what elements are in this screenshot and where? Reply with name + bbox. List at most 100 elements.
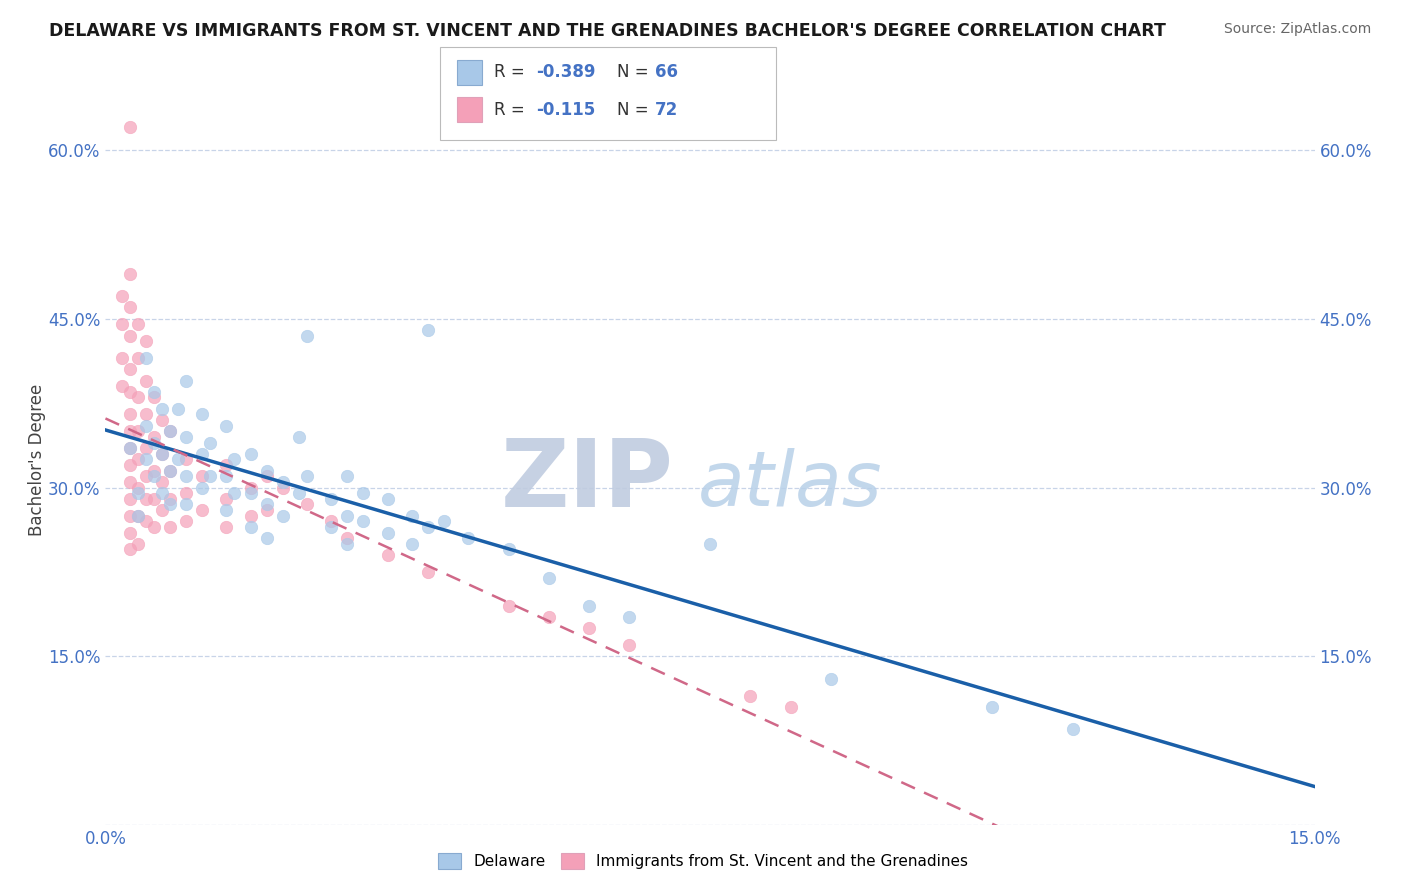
- Point: [142, 391, 165, 405]
- Point: [159, 497, 181, 511]
- Point: [256, 469, 278, 483]
- Point: [150, 401, 173, 416]
- Point: [127, 391, 149, 405]
- Point: [118, 475, 141, 489]
- Point: [118, 328, 141, 343]
- Text: Source: ZipAtlas.com: Source: ZipAtlas.com: [1223, 22, 1371, 37]
- Text: 72: 72: [655, 101, 679, 119]
- Point: [1062, 723, 1084, 737]
- Point: [150, 503, 173, 517]
- Point: [135, 514, 157, 528]
- Point: [224, 486, 246, 500]
- Point: [150, 413, 173, 427]
- Point: [215, 503, 238, 517]
- Point: [416, 323, 439, 337]
- Point: [981, 700, 1004, 714]
- Point: [135, 408, 157, 422]
- Point: [135, 441, 157, 455]
- Point: [401, 537, 423, 551]
- Point: [127, 351, 149, 365]
- Point: [619, 610, 641, 624]
- Point: [699, 537, 721, 551]
- Point: [159, 464, 181, 478]
- Point: [271, 508, 294, 523]
- Point: [159, 424, 181, 438]
- Point: [142, 520, 165, 534]
- Point: [118, 525, 141, 540]
- Point: [110, 289, 132, 303]
- Point: [150, 475, 173, 489]
- Point: [288, 430, 311, 444]
- Point: [142, 491, 165, 506]
- Point: [150, 486, 173, 500]
- Point: [118, 267, 141, 281]
- Point: [288, 486, 311, 500]
- Point: [256, 503, 278, 517]
- Point: [135, 418, 157, 433]
- Point: [239, 481, 262, 495]
- Text: R =: R =: [494, 101, 530, 119]
- Text: R =: R =: [494, 63, 530, 81]
- Point: [142, 435, 165, 450]
- Point: [174, 486, 197, 500]
- Point: [142, 430, 165, 444]
- Point: [336, 469, 359, 483]
- Point: [135, 351, 157, 365]
- Text: N =: N =: [617, 63, 654, 81]
- Point: [215, 469, 238, 483]
- Legend: Delaware, Immigrants from St. Vincent and the Grenadines: Delaware, Immigrants from St. Vincent an…: [432, 847, 974, 875]
- Text: DELAWARE VS IMMIGRANTS FROM ST. VINCENT AND THE GRENADINES BACHELOR'S DEGREE COR: DELAWARE VS IMMIGRANTS FROM ST. VINCENT …: [49, 22, 1166, 40]
- Point: [295, 328, 318, 343]
- Point: [135, 469, 157, 483]
- Point: [174, 469, 197, 483]
- Point: [191, 481, 214, 495]
- Point: [619, 638, 641, 652]
- Y-axis label: Bachelor's Degree: Bachelor's Degree: [28, 384, 46, 535]
- Point: [239, 486, 262, 500]
- Point: [174, 452, 197, 467]
- Point: [142, 464, 165, 478]
- Point: [321, 514, 343, 528]
- Point: [352, 514, 374, 528]
- Point: [578, 621, 600, 635]
- Point: [118, 441, 141, 455]
- Point: [321, 491, 343, 506]
- Point: [336, 531, 359, 545]
- Point: [377, 491, 399, 506]
- Point: [433, 514, 456, 528]
- Point: [118, 362, 141, 376]
- Point: [416, 520, 439, 534]
- Point: [118, 408, 141, 422]
- Point: [537, 570, 560, 584]
- Point: [191, 447, 214, 461]
- Point: [191, 503, 214, 517]
- Point: [159, 520, 181, 534]
- Point: [215, 491, 238, 506]
- Text: atlas: atlas: [697, 448, 883, 522]
- Point: [110, 318, 132, 332]
- Point: [200, 469, 222, 483]
- Point: [779, 700, 801, 714]
- Point: [135, 334, 157, 349]
- Point: [239, 508, 262, 523]
- Point: [295, 469, 318, 483]
- Point: [336, 508, 359, 523]
- Point: [127, 537, 149, 551]
- Point: [256, 531, 278, 545]
- Text: -0.389: -0.389: [536, 63, 595, 81]
- Point: [256, 497, 278, 511]
- Text: ZIP: ZIP: [501, 435, 673, 527]
- Point: [118, 491, 141, 506]
- Point: [401, 508, 423, 523]
- Point: [110, 379, 132, 393]
- Point: [127, 452, 149, 467]
- Point: [118, 424, 141, 438]
- Point: [377, 525, 399, 540]
- Text: -0.115: -0.115: [536, 101, 595, 119]
- Point: [191, 408, 214, 422]
- Point: [127, 508, 149, 523]
- Point: [416, 565, 439, 579]
- Point: [174, 514, 197, 528]
- Point: [118, 542, 141, 557]
- Point: [215, 458, 238, 472]
